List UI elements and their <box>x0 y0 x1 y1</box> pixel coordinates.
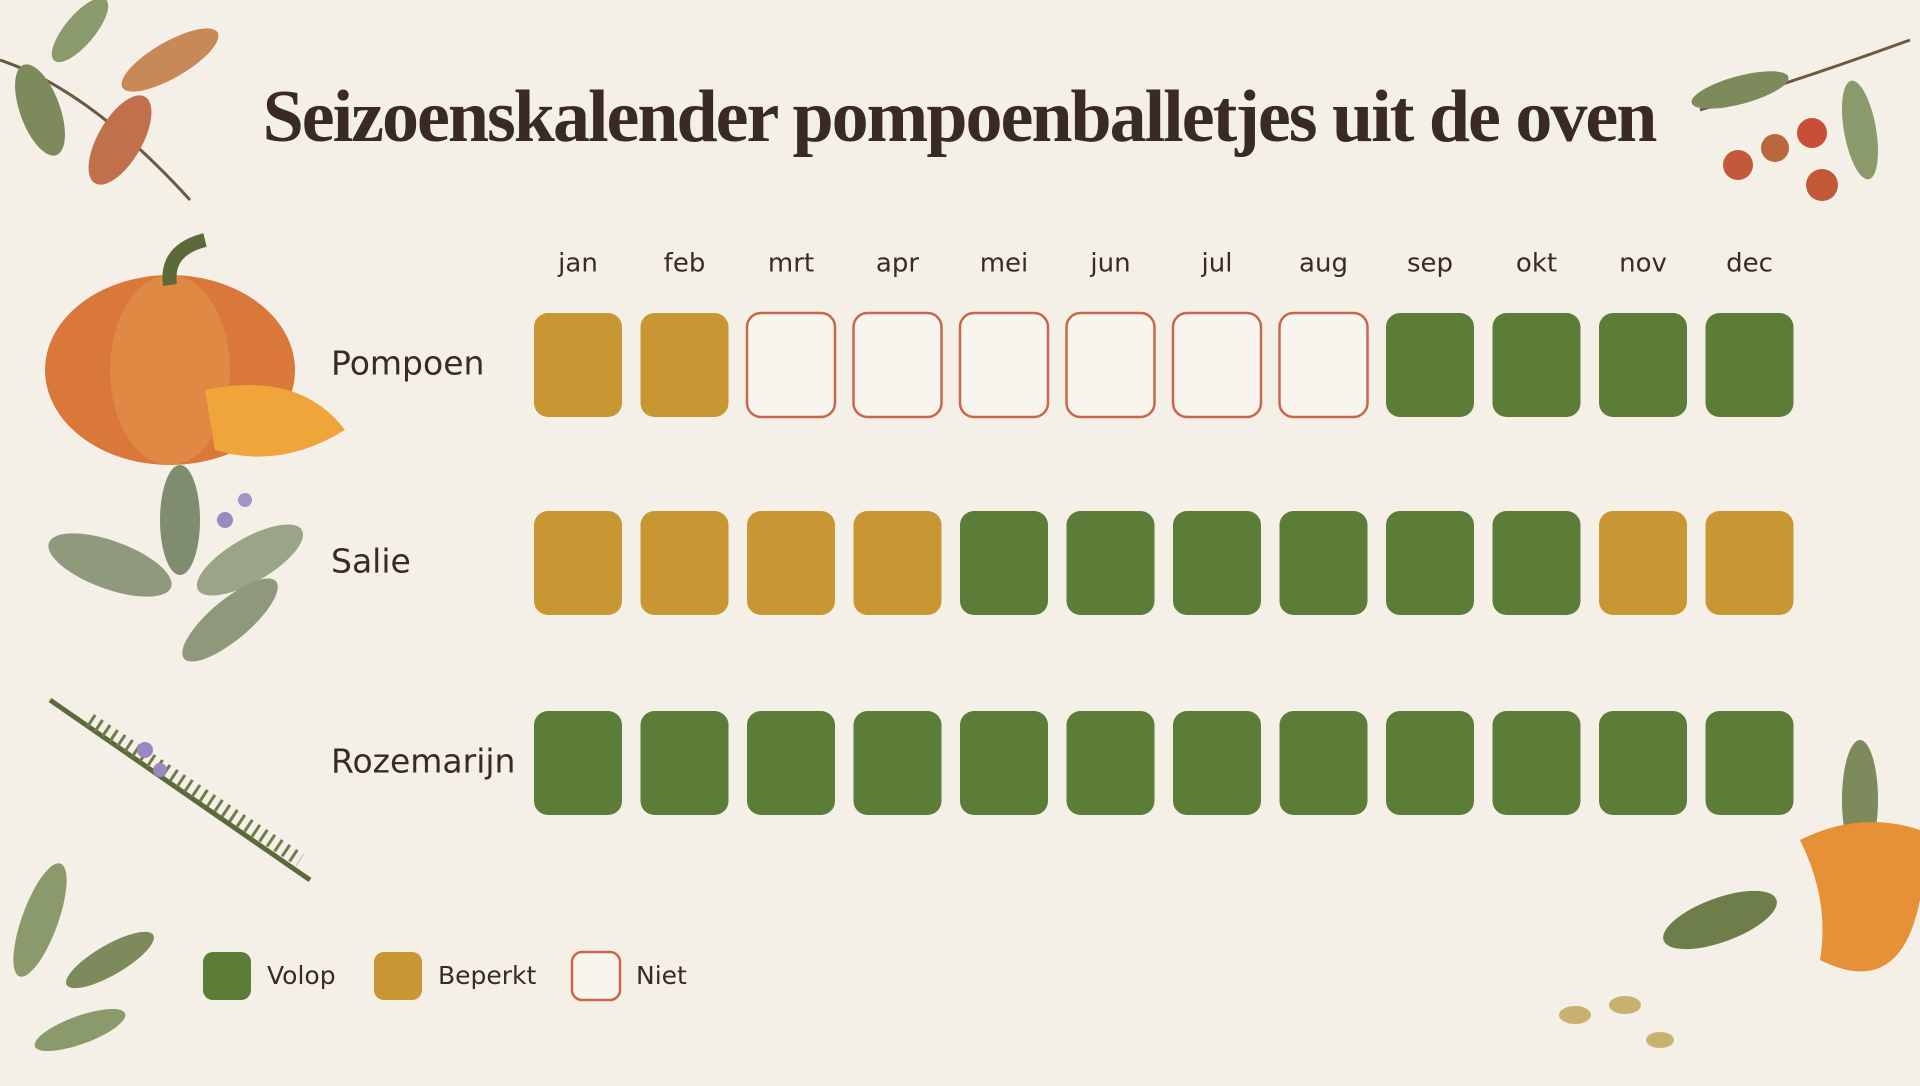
calendar-cell <box>1492 711 1581 815</box>
calendar-cell <box>640 511 729 615</box>
calendar-cell <box>640 711 729 815</box>
calendar-cell <box>747 711 835 815</box>
month-label: mrt <box>768 249 814 279</box>
calendar: jan feb mrt apr mei jun jul aug sep okt nov dec Pomp… <box>331 249 1794 815</box>
month-label: jul <box>1201 249 1233 279</box>
legend-swatch <box>374 952 422 1000</box>
legend-label: Niet <box>636 961 687 990</box>
decoration-leaves-bottom-left <box>13 863 154 1052</box>
calendar-cell <box>534 511 622 615</box>
calendar-cell <box>852 311 943 419</box>
calendar-cell <box>534 313 622 417</box>
legend: Volop Beperkt Niet <box>203 950 687 1002</box>
calendar-cell <box>1279 511 1368 615</box>
calendar-cell <box>1279 711 1368 815</box>
month-label: jan <box>557 249 598 279</box>
month-label: feb <box>664 249 706 279</box>
calendar-cell <box>1705 313 1794 417</box>
month-label: okt <box>1516 249 1557 279</box>
calendar-cell <box>747 511 835 615</box>
row-label: Rozemarijn <box>331 742 515 781</box>
calendar-cell <box>1066 511 1155 615</box>
month-label: dec <box>1726 249 1773 279</box>
calendar-cell <box>1173 711 1261 815</box>
calendar-cell <box>1599 511 1687 615</box>
decoration-pumpkin <box>45 233 345 465</box>
decoration-rosemary <box>48 697 312 883</box>
calendar-cell <box>1386 711 1474 815</box>
decoration-berries <box>1691 38 1911 201</box>
row-label: Pompoen <box>331 344 484 383</box>
calendar-cell <box>1492 313 1581 417</box>
row-label: Salie <box>331 542 411 581</box>
decoration-pumpkin-slice <box>1559 740 1920 1048</box>
calendar-cell <box>1705 711 1794 815</box>
calendar-cell <box>1386 313 1474 417</box>
calendar-cell <box>1278 311 1369 419</box>
legend-label: Beperkt <box>438 961 537 990</box>
calendar-cell <box>1492 511 1581 615</box>
legend-swatch <box>203 952 251 1000</box>
calendar-cell <box>958 311 1050 419</box>
month-label: jun <box>1089 249 1130 279</box>
legend-label: Volop <box>267 961 336 990</box>
calendar-cell <box>960 511 1048 615</box>
calendar-cell <box>1599 313 1687 417</box>
month-label: apr <box>876 249 919 279</box>
calendar-cell <box>745 311 837 419</box>
title: Seizoenskalender pompoenballetjes uit de… <box>263 76 1658 158</box>
calendar-cell <box>640 313 729 417</box>
decoration-sage <box>48 465 304 662</box>
month-label: mei <box>980 249 1029 279</box>
month-label: aug <box>1299 249 1348 279</box>
calendar-cell <box>1173 511 1261 615</box>
calendar-cell <box>1171 311 1263 419</box>
calendar-cell <box>1705 511 1794 615</box>
calendar-cell <box>1599 711 1687 815</box>
decoration-leaves-top-left <box>0 0 219 202</box>
legend-swatch <box>570 950 622 1002</box>
calendar-cell <box>1386 511 1474 615</box>
calendar-cell <box>853 511 942 615</box>
calendar-cell <box>960 711 1048 815</box>
month-label: nov <box>1619 249 1667 279</box>
month-label: sep <box>1407 249 1453 279</box>
calendar-cell <box>1066 711 1155 815</box>
calendar-cell <box>853 711 942 815</box>
calendar-cell <box>1065 311 1156 419</box>
calendar-cell <box>534 711 622 815</box>
